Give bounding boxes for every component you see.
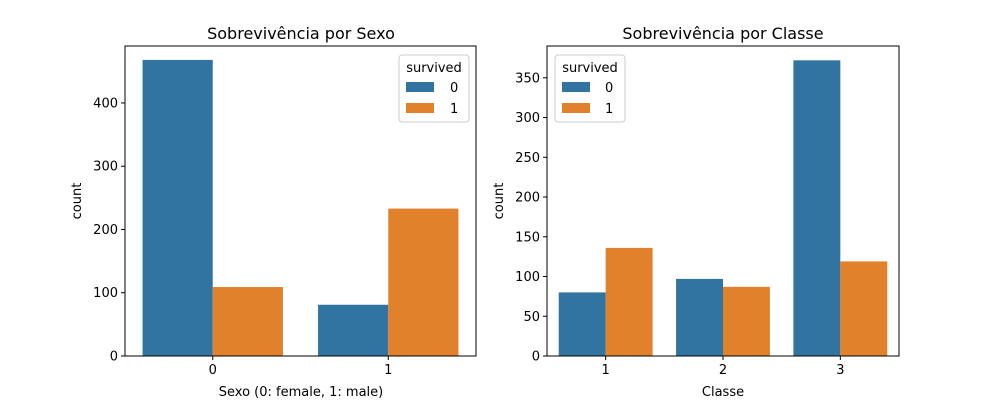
bar-survived-1-cat-3 (840, 261, 888, 356)
bar-survived-0-cat-1 (558, 292, 606, 356)
bar-survived-1-cat-2 (723, 286, 770, 356)
plot-frame (124, 45, 477, 357)
legend: survived 0 1 (554, 54, 626, 123)
bars-group (558, 60, 888, 357)
plot-frame (546, 45, 900, 357)
bars-group (142, 59, 459, 357)
y-axis-label: count (70, 183, 85, 220)
legend-title: survived (406, 61, 462, 76)
legend-label-1: 1 (605, 102, 613, 117)
bar-survived-0-cat-1 (318, 304, 389, 356)
bar-survived-1-cat-1 (605, 247, 653, 356)
y-tick-label: 100 (515, 270, 540, 285)
x-tick-label: 3 (836, 363, 844, 378)
x-tick-label: 1 (384, 363, 392, 378)
legend: survived 0 1 (398, 54, 470, 123)
legend-swatch-1 (562, 103, 590, 113)
y-tick-label: 400 (93, 96, 118, 111)
x-tick-label: 2 (719, 363, 727, 378)
y-tick-label: 200 (93, 223, 118, 238)
y-tick-label: 350 (515, 71, 540, 86)
legend-label-0: 0 (450, 81, 458, 96)
legend-swatch-0 (562, 82, 590, 92)
bar-survived-0-cat-0 (142, 59, 213, 357)
x-tick-label: 0 (209, 363, 217, 378)
chart-title: Sobrevivência por Sexo (207, 24, 395, 43)
y-tick-label: 0 (532, 350, 540, 365)
x-tick-label: 1 (602, 363, 610, 378)
bar-survived-1-cat-1 (388, 208, 459, 356)
legend-swatch-0 (406, 82, 434, 92)
y-tick-label: 300 (93, 160, 118, 175)
legend-label-0: 0 (605, 81, 613, 96)
y-tick-label: 200 (515, 191, 540, 206)
legend-swatch-1 (406, 103, 434, 113)
x-axis-label: Sexo (0: female, 1: male) (219, 385, 383, 400)
y-tick-label: 300 (515, 111, 540, 126)
y-tick-label: 150 (515, 230, 540, 245)
x-axis: 1 2 3 (602, 356, 844, 378)
y-axis-label: count (492, 183, 507, 220)
y-axis: 0 50 100 150 200 250 300 350 (515, 71, 547, 365)
y-tick-label: 250 (515, 151, 540, 166)
chart-class: Sobrevivência por Classe 0 50 100 150 200 250… (492, 24, 900, 400)
bar-survived-0-cat-3 (793, 60, 841, 357)
bar-survived-1-cat-0 (212, 287, 283, 356)
y-tick-label: 50 (523, 310, 540, 325)
y-tick-label: 0 (110, 350, 118, 365)
bar-survived-0-cat-2 (676, 278, 723, 356)
chart-title: Sobrevivência por Classe (622, 24, 823, 43)
legend-title: survived (562, 61, 618, 76)
y-tick-label: 100 (93, 286, 118, 301)
legend-label-1: 1 (450, 102, 458, 117)
y-axis: 0 100 200 300 400 (93, 96, 125, 365)
x-axis-label: Classe (702, 385, 744, 400)
